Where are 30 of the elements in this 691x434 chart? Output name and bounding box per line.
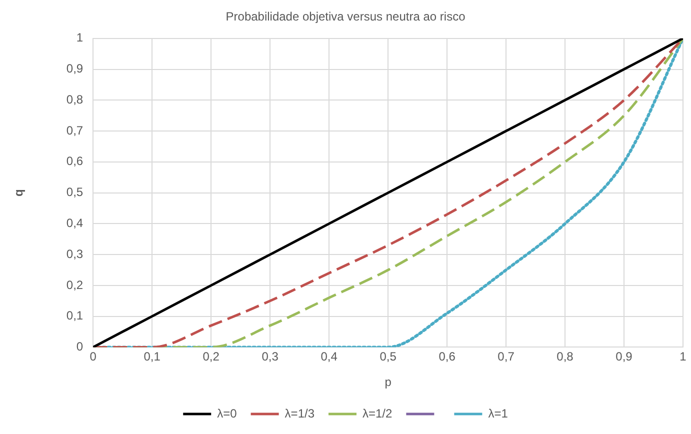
y-tick-label: 0,6: [66, 154, 84, 168]
y-tick-label: 0,3: [66, 246, 84, 261]
x-tick-label: 0,7: [498, 350, 515, 364]
legend-label: λ=0: [217, 406, 238, 420]
x-tick-label: 0: [90, 350, 97, 364]
y-tick-label: 0: [76, 340, 84, 354]
y-tick-label: 0,7: [66, 123, 84, 138]
legend-label: λ=1/2: [362, 406, 393, 420]
line-series: [93, 38, 683, 348]
legend-label: λ=1: [488, 406, 508, 420]
x-tick-label: 1: [680, 350, 687, 364]
x-axis-title: p: [384, 375, 392, 390]
y-tick-label: 1: [76, 30, 84, 45]
y-tick-label: 0,2: [66, 278, 84, 292]
x-tick-label: 0,9: [616, 350, 633, 364]
x-tick-label: 0,6: [438, 350, 456, 364]
chart-title: Probabilidade objetiva versus neutra ao risco: [226, 10, 466, 24]
x-tick-label: 0,4: [320, 350, 338, 364]
x-tick-label: 0,2: [202, 350, 220, 364]
y-tick-label: 0,4: [66, 216, 84, 230]
x-tick-label: 0,3: [262, 350, 279, 364]
y-tick-label: 0,1: [66, 308, 84, 323]
y-tick-label: 0,5: [66, 185, 84, 200]
x-tick-label: 0,1: [144, 350, 161, 364]
legend-label: λ=1/3: [284, 406, 315, 420]
x-tick-label: 0,5: [380, 350, 397, 364]
y-tick-label: 0,8: [66, 92, 84, 106]
y-axis-title: q: [12, 189, 26, 196]
x-tick-label: 0,8: [556, 350, 574, 364]
y-tick-label: 0,9: [66, 62, 84, 76]
